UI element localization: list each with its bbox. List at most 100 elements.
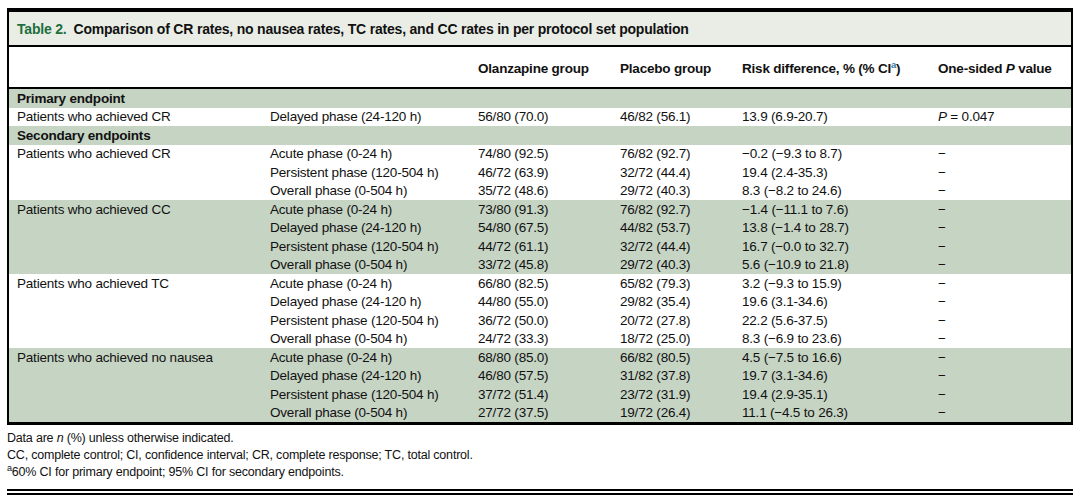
risk-difference-cell: 3.2 (−9.3 to 15.9) [734,274,930,293]
phase-cell: Overall phase (0-504 h) [262,404,470,423]
risk-difference-cell: 19.7 (3.1-34.6) [734,367,930,386]
risk-difference-cell: 5.6 (−10.9 to 21.8) [734,256,930,275]
footnote-3-text: 60% CI for primary endpoint; 95% CI for … [12,465,344,479]
p-value-cell: − [930,311,1071,330]
paper-table-page: Table 2. Comparison of CR rates, no nause… [0,8,1080,501]
olanzapine-cell: 46/80 (57.5) [470,367,612,386]
risk-difference-cell: 4.5 (−7.5 to 16.6) [734,348,930,367]
footnote-data-note: Data are n (%) unless otherwise indicate… [7,430,1073,447]
data-row: Persistent phase (120-504 h)36/72 (50.0)… [9,311,1071,330]
table-caption-label: Table 2. [17,21,67,37]
risk-difference-cell: 13.8 (−1.4 to 28.7) [734,219,930,238]
olanzapine-cell: 74/80 (92.5) [470,145,612,164]
placebo-cell: 76/82 (92.7) [612,200,734,219]
table-footnotes: Data are n (%) unless otherwise indicate… [7,430,1073,481]
table-2-frame: Table 2. Comparison of CR rates, no nause… [7,8,1073,425]
p-value-cell: − [930,256,1071,275]
table-caption-text: Comparison of CR rates, no nausea rates,… [74,21,689,37]
olanzapine-cell: 54/80 (67.5) [470,219,612,238]
risk-difference-cell: 19.6 (3.1-34.6) [734,293,930,312]
endpoint-cell [9,404,262,423]
p-value-cell: − [930,330,1071,349]
olanzapine-cell: 56/80 (70.0) [470,108,612,127]
olanzapine-cell: 33/72 (45.8) [470,256,612,275]
placebo-cell: 32/72 (44.4) [612,163,734,182]
placebo-cell: 20/72 (27.8) [612,311,734,330]
footnote-1-post: (%) unless otherwise indicated. [63,431,233,445]
phase-cell: Overall phase (0-504 h) [262,182,470,201]
data-row: Patients who achieved CCAcute phase (0-2… [9,200,1071,219]
risk-difference-cell: −0.2 (−9.3 to 8.7) [734,145,930,164]
endpoint-cell: Patients who achieved TC [9,274,262,293]
endpoint-cell [9,367,262,386]
data-row: Overall phase (0-504 h)24/72 (33.3)18/72… [9,330,1071,349]
olanzapine-cell: 68/80 (85.0) [470,348,612,367]
placebo-cell: 66/82 (80.5) [612,348,734,367]
olanzapine-cell: 35/72 (48.6) [470,182,612,201]
risk-difference-cell: 8.3 (−8.2 to 24.6) [734,182,930,201]
data-row: Overall phase (0-504 h)27/72 (37.5)19/72… [9,404,1071,423]
risk-difference-cell: 16.7 (−0.0 to 32.7) [734,237,930,256]
risk-difference-cell: 19.4 (2.4-35.3) [734,163,930,182]
phase-cell: Acute phase (0-24 h) [262,200,470,219]
p-value-cell: − [930,182,1071,201]
footnote-1-pre: Data are [7,431,57,445]
header-endpoint-col [9,47,262,88]
olanzapine-cell: 37/72 (51.4) [470,385,612,404]
section-label: Primary endpoint [9,88,1071,108]
placebo-cell: 18/72 (25.0) [612,330,734,349]
data-row: Persistent phase (120-504 h)44/72 (61.1)… [9,237,1071,256]
endpoint-cell: Patients who achieved CR [9,108,262,127]
header-olanzapine-group: Olanzapine group [470,47,612,88]
placebo-cell: 29/72 (40.3) [612,256,734,275]
risk-difference-cell: 19.4 (2.9-35.1) [734,385,930,404]
placebo-cell: 29/72 (40.3) [612,182,734,201]
risk-difference-cell: 13.9 (6.9-20.7) [734,108,930,127]
bottom-double-rule [7,489,1073,495]
comparison-table: Olanzapine group Placebo group Risk diff… [9,47,1071,422]
placebo-cell: 76/82 (92.7) [612,145,734,164]
p-value-cell: − [930,348,1071,367]
placebo-cell: 23/72 (31.9) [612,385,734,404]
data-row: Patients who achieved CRDelayed phase (2… [9,108,1071,127]
phase-cell: Acute phase (0-24 h) [262,348,470,367]
p-value-cell: − [930,237,1071,256]
data-row: Delayed phase (24-120 h)54/80 (67.5)44/8… [9,219,1071,238]
data-row: Persistent phase (120-504 h)46/72 (63.9)… [9,163,1071,182]
placebo-cell: 44/82 (53.7) [612,219,734,238]
data-row: Patients who achieved TCAcute phase (0-2… [9,274,1071,293]
p-value-cell: − [930,219,1071,238]
p-value-cell: − [930,385,1071,404]
phase-cell: Delayed phase (24-120 h) [262,293,470,312]
placebo-cell: 19/72 (26.4) [612,404,734,423]
endpoint-cell: Patients who achieved CC [9,200,262,219]
phase-cell: Overall phase (0-504 h) [262,330,470,349]
p-value-cell: − [930,163,1071,182]
endpoint-cell: Patients who achieved no nausea [9,348,262,367]
endpoint-cell [9,163,262,182]
risk-difference-cell: 8.3 (−6.9 to 23.6) [734,330,930,349]
phase-cell: Delayed phase (24-120 h) [262,367,470,386]
endpoint-cell [9,237,262,256]
placebo-cell: 32/72 (44.4) [612,237,734,256]
table-caption: Table 2. Comparison of CR rates, no nause… [9,12,1071,47]
phase-cell: Persistent phase (120-504 h) [262,237,470,256]
phase-cell: Acute phase (0-24 h) [262,274,470,293]
data-row: Persistent phase (120-504 h)37/72 (51.4)… [9,385,1071,404]
header-phase-col [262,47,470,88]
olanzapine-cell: 66/80 (82.5) [470,274,612,293]
footnote-abbreviations: CC, complete control; CI, confidence int… [7,447,1073,464]
phase-cell: Persistent phase (120-504 h) [262,385,470,404]
phase-cell: Delayed phase (24-120 h) [262,219,470,238]
olanzapine-cell: 27/72 (37.5) [470,404,612,423]
placebo-cell: 65/82 (79.3) [612,274,734,293]
data-row: Overall phase (0-504 h)35/72 (48.6)29/72… [9,182,1071,201]
header-p-value: One-sided P value [930,47,1071,88]
endpoint-cell [9,311,262,330]
olanzapine-cell: 24/72 (33.3) [470,330,612,349]
p-value-cell: − [930,404,1071,423]
data-row: Delayed phase (24-120 h)44/80 (55.0)29/8… [9,293,1071,312]
header-p-value-post: value [1015,61,1052,76]
olanzapine-cell: 73/80 (91.3) [470,200,612,219]
section-label: Secondary endpoints [9,126,1071,145]
